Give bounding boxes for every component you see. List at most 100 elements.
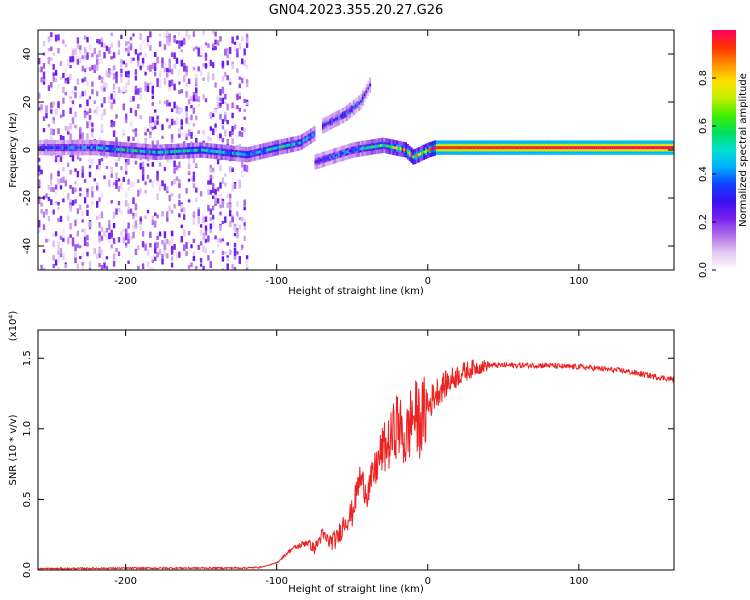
heatmap-cell xyxy=(40,66,43,73)
heatmap-cell xyxy=(230,151,233,155)
heatmap-cell xyxy=(192,149,195,152)
heatmap-cell xyxy=(90,146,93,150)
heatmap-cell xyxy=(161,211,164,217)
heatmap-cell xyxy=(339,152,342,156)
heatmap-cell xyxy=(108,69,111,74)
heatmap-cell xyxy=(154,62,157,68)
heatmap-cell xyxy=(221,150,224,154)
heatmap-cell xyxy=(61,146,64,150)
heatmap-cell xyxy=(244,153,247,157)
heatmap-cell xyxy=(125,244,128,249)
heatmap-cell xyxy=(77,146,80,150)
heatmap-cell xyxy=(38,196,41,203)
heatmap-cell xyxy=(486,146,489,150)
heatmap-cell xyxy=(231,129,234,136)
heatmap-cell xyxy=(170,248,174,255)
heatmap-cell xyxy=(209,174,212,181)
heatmap-cell xyxy=(161,57,164,64)
heatmap-cell xyxy=(137,88,140,95)
heatmap-cell xyxy=(141,174,145,181)
heatmap-cell xyxy=(279,145,282,149)
heatmap-cell xyxy=(50,106,53,110)
heatmap-cell xyxy=(83,112,87,119)
heatmap-cell xyxy=(132,33,135,37)
heatmap-cell xyxy=(69,123,72,130)
heatmap-cell xyxy=(212,62,215,68)
heatmap-cell xyxy=(207,189,210,196)
heatmap-cell xyxy=(493,146,496,150)
heatmap-cell xyxy=(151,255,154,260)
heatmap-cell xyxy=(86,251,89,256)
heatmap-cell xyxy=(490,146,493,150)
heatmap-cell xyxy=(123,148,126,152)
heatmap-cell xyxy=(216,198,220,204)
heatmap-cell xyxy=(96,253,99,260)
heatmap-cell xyxy=(282,144,285,148)
heatmap-cell xyxy=(390,145,393,149)
heatmap-cell xyxy=(69,222,72,230)
heatmap-cell xyxy=(52,117,55,121)
heatmap-cell xyxy=(156,170,159,176)
heatmap-cell xyxy=(108,96,111,103)
heatmap-cell xyxy=(129,181,133,188)
heatmap-cell xyxy=(112,211,116,219)
heatmap-cell xyxy=(457,146,460,150)
colorbar-tick-label: 0.2 xyxy=(698,214,709,230)
heatmap-cell xyxy=(648,146,650,150)
heatmap-cell xyxy=(112,147,115,151)
heatmap-cell xyxy=(221,256,225,262)
heatmap-cell xyxy=(484,146,487,150)
heatmap-cell xyxy=(173,244,176,250)
heatmap-cell xyxy=(62,87,65,94)
heatmap-cell xyxy=(151,102,154,106)
heatmap-cell xyxy=(67,146,69,150)
heatmap-cell xyxy=(125,89,128,94)
heatmap-cell xyxy=(669,146,672,150)
heatmap-cell xyxy=(134,149,137,153)
heatmap-cell xyxy=(64,126,67,131)
heatmap-cell xyxy=(241,58,244,65)
heatmap-cell xyxy=(219,150,222,154)
heatmap-cell xyxy=(363,146,366,150)
heatmap-cell xyxy=(369,83,372,87)
heatmap-cell xyxy=(57,34,60,41)
heatmap-cell xyxy=(125,228,128,236)
heatmap-cell xyxy=(187,117,191,121)
heatmap-cell xyxy=(54,155,58,161)
heatmap-cell xyxy=(168,150,171,154)
heatmap-cell xyxy=(52,233,55,237)
heatmap-cell xyxy=(74,251,77,258)
heatmap-cell xyxy=(38,228,41,233)
heatmap-cell xyxy=(245,64,249,70)
heatmap-cell xyxy=(214,188,217,195)
heatmap-cell xyxy=(417,153,420,157)
heatmap-cell xyxy=(187,265,191,270)
heatmap-cell xyxy=(655,146,658,150)
spectrogram-y-label: Frequency (Hz) xyxy=(8,112,19,188)
heatmap-cell xyxy=(149,31,152,38)
heatmap-cell xyxy=(100,103,104,108)
heatmap-cell xyxy=(367,86,370,90)
heatmap-cell xyxy=(132,181,135,187)
heatmap-cell xyxy=(178,183,181,188)
heatmap-cell xyxy=(144,244,147,251)
heatmap-cell xyxy=(141,167,145,173)
heatmap-cell xyxy=(67,162,70,167)
heatmap-cell xyxy=(134,75,138,81)
heatmap-cell xyxy=(233,225,237,233)
heatmap-cell xyxy=(185,136,188,141)
heatmap-cell xyxy=(91,158,94,166)
heatmap-cell xyxy=(86,242,89,247)
heatmap-cell xyxy=(143,150,146,153)
heatmap-cell xyxy=(236,105,239,110)
heatmap-cell xyxy=(173,101,176,109)
heatmap-cell xyxy=(255,151,258,155)
heatmap-cell xyxy=(38,106,41,111)
heatmap-cell xyxy=(79,245,82,249)
heatmap-cell xyxy=(93,109,96,114)
heatmap-cell xyxy=(517,146,520,150)
heatmap-cell xyxy=(81,252,84,257)
heatmap-cell xyxy=(144,85,147,92)
heatmap-cell xyxy=(229,203,232,210)
spectrogram-x-ticks: -200 -100 0 100 xyxy=(114,30,588,287)
